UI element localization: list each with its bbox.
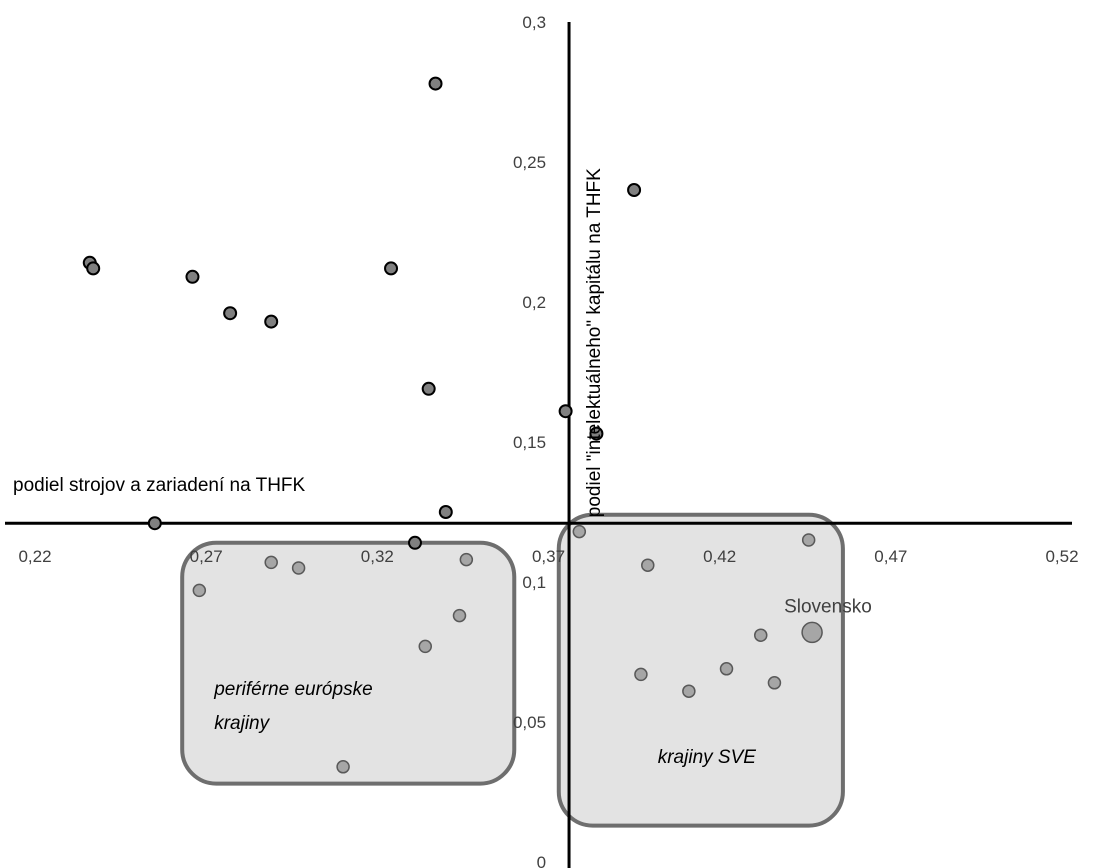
y-tick-label: 0,2 bbox=[522, 293, 546, 312]
data-point bbox=[572, 524, 587, 539]
x-tick-label: 0,22 bbox=[18, 547, 51, 566]
y-tick-label: 0,15 bbox=[513, 433, 546, 452]
data-point bbox=[438, 505, 453, 519]
region-label-2: krajiny SVE bbox=[658, 747, 757, 768]
data-point bbox=[384, 261, 399, 276]
x-tick-label: 0,27 bbox=[190, 547, 223, 566]
data-point bbox=[767, 676, 782, 690]
data-point bbox=[147, 516, 162, 531]
x-tick-label: 0,47 bbox=[874, 547, 907, 566]
data-point bbox=[223, 306, 238, 321]
data-points: Slovensko bbox=[82, 76, 872, 774]
data-point bbox=[558, 404, 573, 419]
data-point bbox=[459, 552, 474, 567]
data-point bbox=[428, 76, 443, 91]
x-axis-title: podiel strojov a zariadení na THFK bbox=[13, 475, 306, 496]
data-point bbox=[264, 555, 278, 570]
country-label: Slovensko bbox=[784, 596, 872, 617]
data-point bbox=[452, 608, 467, 623]
data-point bbox=[336, 760, 350, 774]
y-axis-title: podiel "intelektuálneho" kapitálu na THF… bbox=[584, 168, 605, 517]
region-box-2 bbox=[556, 512, 845, 828]
data-point bbox=[86, 261, 101, 276]
data-point bbox=[192, 583, 207, 598]
data-point bbox=[753, 628, 768, 642]
data-point bbox=[719, 662, 734, 676]
data-point bbox=[801, 533, 816, 547]
data-point bbox=[185, 269, 200, 284]
data-point bbox=[589, 426, 604, 441]
x-tick-label: 0,37 bbox=[532, 547, 565, 566]
x-tick-label: 0,52 bbox=[1045, 547, 1078, 566]
data-point bbox=[682, 684, 696, 698]
y-tick-label: 0,25 bbox=[513, 153, 546, 172]
tick-labels: 0,22 0,27 0,32 0,37 0,42 0,47 0,52 0 0,05 0,1 0,15… bbox=[18, 13, 1078, 868]
region-box-1 bbox=[180, 540, 517, 786]
y-tick-label: 0,3 bbox=[522, 13, 546, 32]
data-point bbox=[407, 535, 422, 550]
labels: podiel strojov a zariadení na THFK podie… bbox=[13, 168, 605, 517]
data-point bbox=[627, 183, 642, 197]
data-point bbox=[291, 561, 306, 575]
data-point bbox=[264, 314, 279, 329]
y-tick-label: 0,1 bbox=[522, 573, 546, 592]
x-tick-label: 0,42 bbox=[703, 547, 736, 566]
y-tick-label: 0,05 bbox=[513, 713, 546, 732]
y-tick-label: 0 bbox=[537, 853, 546, 868]
data-point bbox=[418, 639, 433, 654]
data-point bbox=[634, 667, 648, 682]
x-tick-label: 0,32 bbox=[361, 547, 394, 566]
region-label-1: periférne európske krajiny bbox=[213, 679, 372, 734]
data-point bbox=[641, 558, 655, 572]
data-point bbox=[421, 381, 436, 396]
data-point-slovensko bbox=[801, 621, 823, 644]
axes bbox=[5, 22, 1072, 868]
region-boxes: periférne európske krajiny krajiny SVE bbox=[180, 512, 845, 828]
